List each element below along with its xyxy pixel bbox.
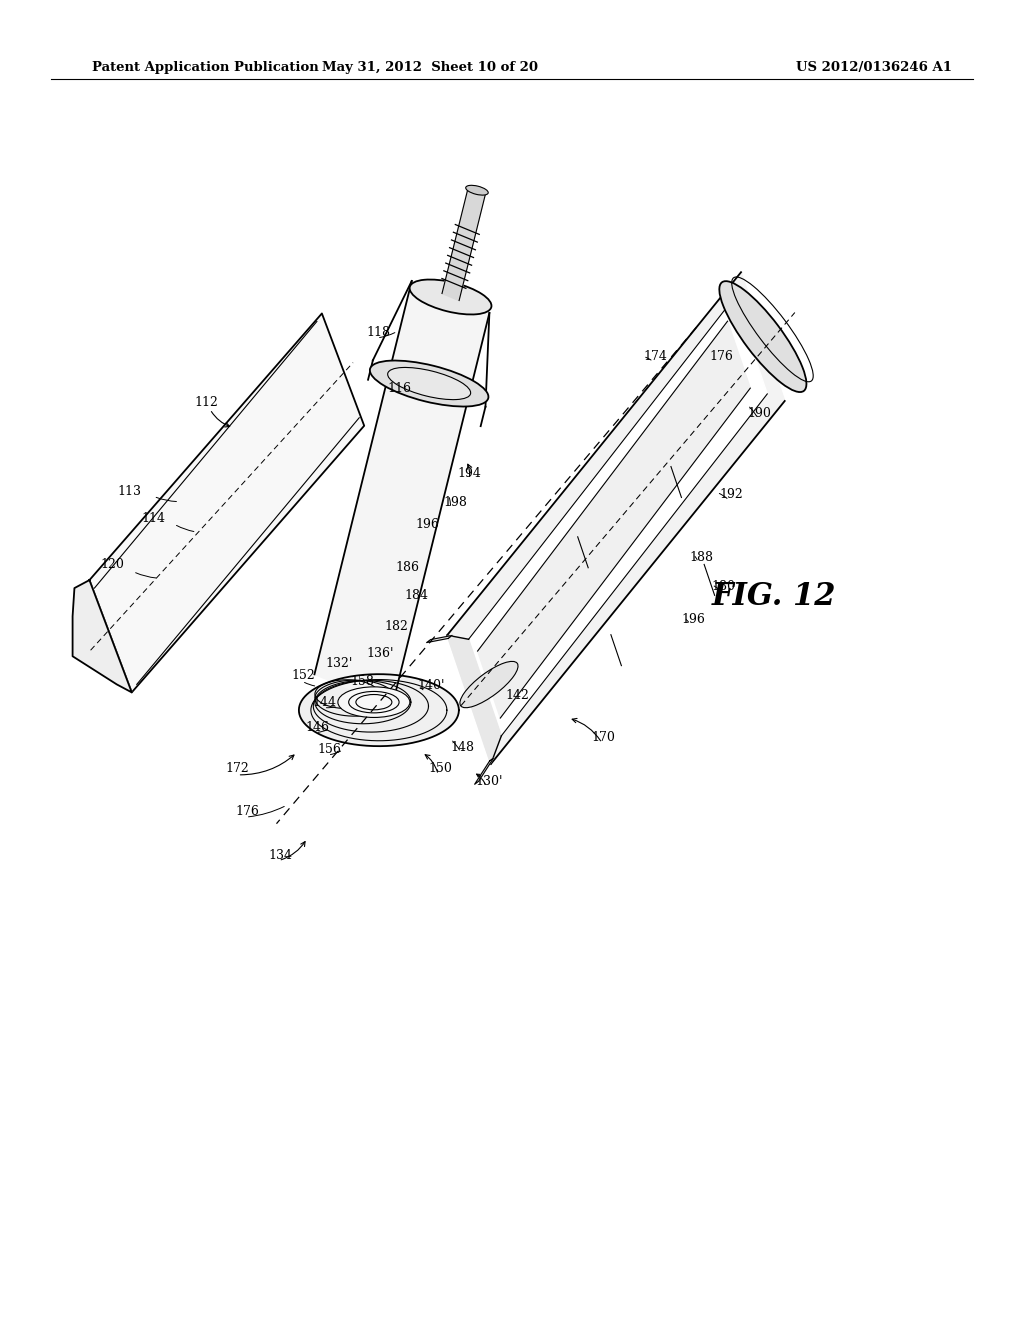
Text: 176: 176 (710, 350, 733, 363)
Text: 132': 132' (326, 657, 353, 671)
Polygon shape (447, 272, 784, 764)
Text: 142: 142 (506, 689, 529, 702)
Text: 186: 186 (395, 561, 419, 574)
Text: 113: 113 (118, 484, 141, 498)
Polygon shape (447, 635, 502, 764)
Text: 184: 184 (404, 589, 428, 602)
Polygon shape (477, 321, 751, 718)
Text: 174: 174 (643, 350, 667, 363)
Text: 118: 118 (367, 326, 390, 339)
Polygon shape (299, 675, 459, 746)
Ellipse shape (410, 280, 492, 314)
Text: 152: 152 (292, 669, 315, 682)
Text: 158: 158 (350, 675, 374, 688)
Text: 190: 190 (748, 407, 771, 420)
Text: 194: 194 (458, 467, 481, 480)
Text: 112: 112 (195, 396, 218, 409)
Text: 120: 120 (100, 558, 124, 572)
Text: 170: 170 (592, 731, 615, 744)
Polygon shape (314, 281, 489, 706)
Text: 180: 180 (712, 579, 735, 593)
Text: 146: 146 (305, 721, 329, 734)
Ellipse shape (460, 661, 518, 708)
Ellipse shape (388, 367, 471, 400)
Text: 196: 196 (416, 517, 439, 531)
Text: 148: 148 (451, 741, 474, 754)
Text: US 2012/0136246 A1: US 2012/0136246 A1 (797, 61, 952, 74)
Text: FIG. 12: FIG. 12 (712, 581, 837, 612)
Text: 140': 140' (418, 678, 445, 692)
Ellipse shape (338, 686, 410, 718)
Text: Patent Application Publication: Patent Application Publication (92, 61, 318, 74)
Text: 198: 198 (443, 496, 467, 510)
Ellipse shape (719, 281, 807, 392)
Text: 156: 156 (317, 743, 341, 756)
Text: 196: 196 (681, 612, 705, 626)
Text: 176: 176 (236, 805, 259, 818)
Polygon shape (73, 579, 132, 693)
Polygon shape (469, 297, 767, 735)
Polygon shape (475, 758, 494, 784)
Text: 114: 114 (141, 512, 165, 525)
Polygon shape (442, 186, 485, 301)
Ellipse shape (466, 185, 488, 195)
Text: 172: 172 (225, 762, 249, 775)
Text: May 31, 2012  Sheet 10 of 20: May 31, 2012 Sheet 10 of 20 (323, 61, 538, 74)
Polygon shape (89, 313, 365, 693)
Text: 188: 188 (689, 550, 713, 564)
Text: 130': 130' (475, 775, 503, 788)
Text: 150: 150 (428, 762, 452, 775)
Text: 192: 192 (720, 488, 743, 502)
Text: 134: 134 (268, 849, 292, 862)
Text: 144: 144 (312, 696, 336, 709)
Text: 136': 136' (367, 647, 394, 660)
Ellipse shape (370, 360, 488, 407)
Polygon shape (427, 635, 453, 643)
Text: 182: 182 (384, 620, 408, 634)
Text: 116: 116 (387, 381, 411, 395)
